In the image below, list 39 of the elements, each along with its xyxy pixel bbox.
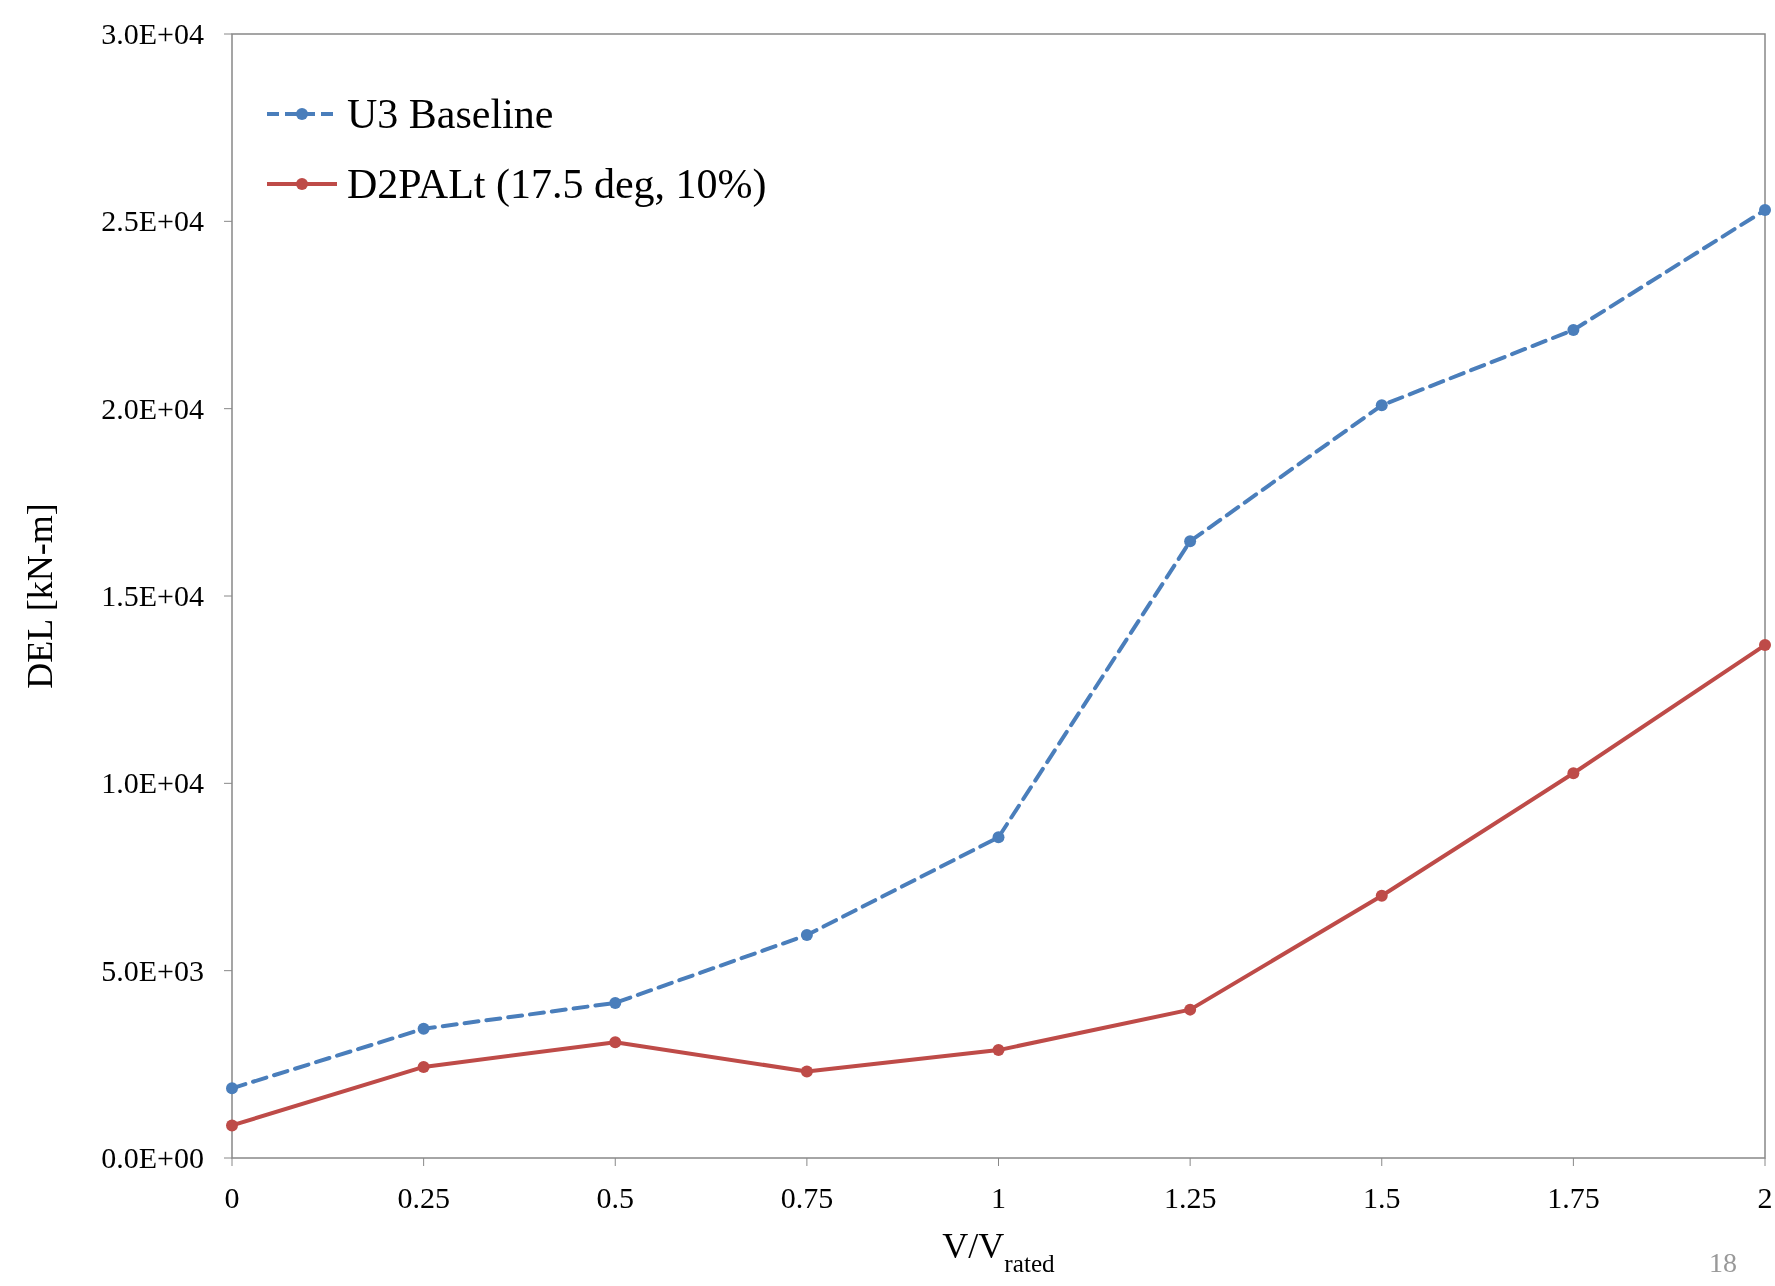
point [1375, 399, 1388, 412]
point [417, 1060, 430, 1073]
point [800, 929, 813, 942]
legend-label: D2PALt (17.5 deg, 10%) [347, 161, 767, 208]
point [1759, 639, 1771, 652]
point [609, 1036, 622, 1049]
point [609, 996, 622, 1009]
point [992, 831, 1005, 844]
point [1567, 767, 1580, 780]
point [1567, 323, 1580, 336]
point [1184, 1003, 1197, 1016]
x-tick-label: 0 [224, 1181, 240, 1214]
point [1759, 204, 1771, 217]
y-tick-label: 2.0E+04 [101, 391, 204, 425]
y-tick-label: 2.5E+04 [101, 204, 204, 238]
point [1184, 535, 1197, 548]
x-tick-label: 0.25 [397, 1181, 450, 1214]
point [226, 1119, 238, 1132]
x-tick-label: 1.25 [1163, 1181, 1217, 1214]
text: 18 [1709, 1247, 1737, 1278]
point [800, 1065, 813, 1078]
point [417, 1022, 430, 1035]
y-tick-label: 1.0E+04 [101, 766, 204, 800]
legend-label: U3 Baseline [347, 91, 554, 137]
x-axis-title: V/V$_{rated}$ [942, 1226, 1056, 1277]
point [1375, 889, 1388, 902]
point [226, 1082, 238, 1095]
y-axis-title: DEL [kN-m] [20, 503, 60, 689]
x-tick-label: 1 [991, 1181, 1006, 1214]
y-tick-label: 5.0E+03 [101, 953, 204, 987]
x-tick-label: 0.5 [596, 1181, 634, 1214]
y-tick-label: 0.0E+00 [101, 1141, 204, 1174]
x-tick-label: 1.5 [1363, 1181, 1401, 1214]
x-tick-label: 1.75 [1547, 1181, 1600, 1214]
y-tick-label: 1.5E+04 [101, 579, 204, 612]
x-tick-label: 0.75 [780, 1181, 834, 1214]
y-tick-label: 3.0E+04 [101, 17, 204, 50]
x-tick-label: 2 [1757, 1181, 1773, 1214]
point [992, 1044, 1005, 1057]
